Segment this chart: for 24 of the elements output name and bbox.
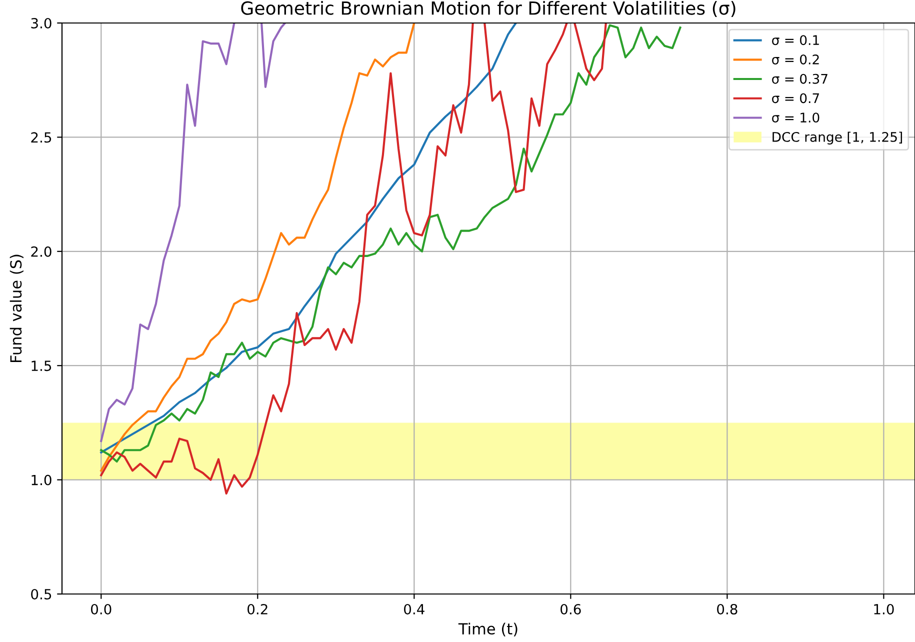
x-tick-label: 0.6 [560, 604, 581, 614]
x-tick-label: 0.4 [404, 604, 424, 614]
x-tick-label: 0.8 [717, 604, 738, 614]
y-tick-label: 0.5 [31, 588, 52, 600]
legend-label: σ = 0.37 [772, 74, 828, 84]
y-tick-label: 3.0 [31, 18, 52, 28]
legend-label: DCC range [1, 1.25] [772, 132, 902, 144]
x-tick-label: 0.2 [248, 604, 268, 614]
legend-label: σ = 0.1 [772, 35, 819, 46]
y-axis-title: Fund value (S) [10, 254, 24, 362]
y-tick-label: 1.0 [32, 474, 52, 486]
chart-title: Geometric Brownian Motion for Different Volatilities (σ) [241, 0, 736, 18]
line-series [100, 24, 682, 463]
legend-label: σ = 0.7 [772, 93, 819, 104]
y-tick-label: 2.5 [31, 132, 52, 143]
line-series [100, 23, 416, 472]
x-tick-label: 0.0 [91, 604, 112, 614]
y-tick-label: 1.5 [32, 360, 52, 372]
x-tick-label: 1.0 [874, 604, 894, 614]
x-axis-title: Time (t) [458, 622, 518, 636]
line-series [100, 23, 517, 454]
legend-label: σ = 0.2 [772, 54, 819, 64]
y-tick-label: 2.0 [31, 246, 52, 257]
legend-label: σ = 1.0 [772, 112, 820, 123]
